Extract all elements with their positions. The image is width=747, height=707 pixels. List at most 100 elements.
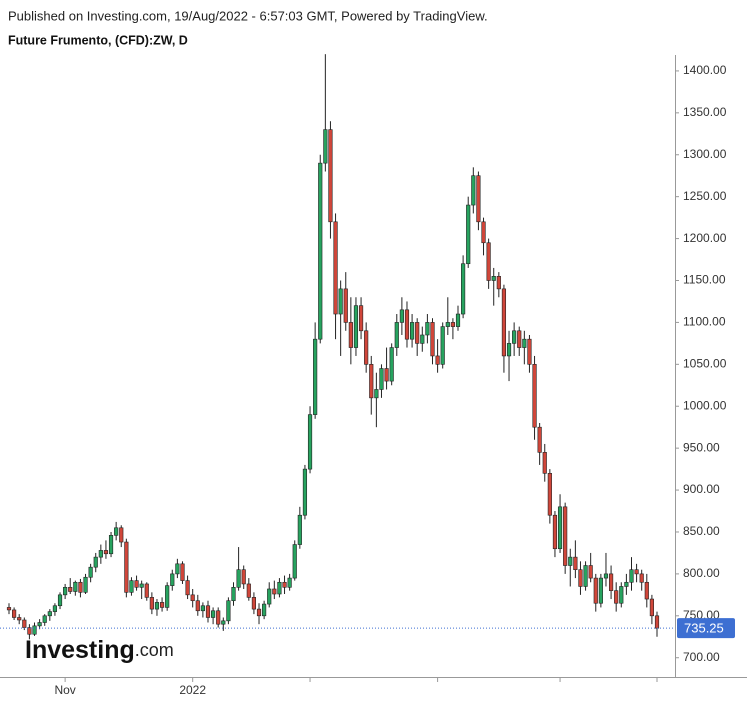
candle-body: [471, 175, 476, 206]
candle-body: [394, 322, 399, 348]
candle-body: [195, 600, 200, 612]
y-tick-label: 1100.00: [683, 315, 726, 329]
candle-body: [42, 615, 47, 623]
candle-body: [644, 581, 649, 600]
candle-body: [318, 162, 323, 340]
candle-body: [624, 581, 629, 587]
candle-body: [6, 607, 12, 611]
candle-body: [185, 580, 190, 596]
candle-body: [165, 585, 170, 608]
y-tick-label: 1150.00: [683, 273, 726, 287]
candle-body: [256, 608, 262, 617]
last-price-box: [677, 618, 735, 639]
candle-body: [190, 594, 195, 602]
candle-body: [440, 326, 445, 365]
candle-body: [73, 581, 78, 592]
candle-body: [129, 580, 134, 593]
candle-body: [547, 472, 552, 516]
candle-body: [119, 527, 124, 543]
y-tick-label: 1350.00: [683, 105, 727, 119]
candle-body: [537, 426, 542, 453]
candle-body: [389, 347, 394, 382]
candle-body: [649, 598, 654, 617]
candle-body: [211, 610, 216, 618]
candle-body: [583, 565, 588, 587]
candle-body: [476, 175, 481, 223]
candle-body: [328, 129, 333, 223]
candle-body: [37, 622, 42, 627]
candle-body: [614, 590, 619, 604]
candle-body: [139, 583, 144, 588]
candle-body: [134, 580, 139, 588]
candle-body: [297, 514, 302, 545]
candle-body: [12, 609, 17, 618]
candle-body: [262, 603, 267, 617]
candle-body: [22, 619, 27, 628]
candle-body: [588, 565, 593, 579]
candle-body: [236, 569, 241, 588]
candle-body: [379, 368, 384, 390]
candle-body: [542, 452, 547, 474]
candle-body: [435, 355, 440, 365]
candle-body: [603, 573, 609, 579]
candle-body: [287, 577, 292, 588]
y-tick-label: 1050.00: [683, 356, 727, 370]
x-tick-label: Nov: [54, 683, 75, 697]
candle-body: [358, 305, 364, 332]
candle-body: [415, 322, 420, 344]
candle-body: [481, 221, 486, 244]
candle-body: [384, 368, 389, 382]
candle-body: [532, 364, 537, 428]
candle-body: [654, 615, 660, 629]
candle-body: [445, 322, 450, 327]
candle-body: [399, 309, 404, 323]
candle-body: [231, 587, 236, 602]
candle-body: [369, 364, 374, 399]
candle-body: [68, 587, 73, 592]
candle-body: [343, 288, 348, 323]
candle-body: [32, 625, 37, 635]
watermark: Investing.com: [25, 636, 174, 664]
candle-body: [598, 577, 603, 604]
candle-body: [272, 588, 277, 595]
y-tick-label: 1400.00: [683, 63, 727, 77]
candle-body: [78, 581, 83, 593]
y-tick-label: 800.00: [683, 566, 720, 580]
candle-body: [63, 587, 68, 596]
candle-body: [619, 586, 624, 604]
candle-body: [27, 627, 32, 635]
y-tick-label: 1200.00: [683, 231, 727, 245]
candle-body: [17, 617, 22, 621]
candle-body: [313, 338, 318, 415]
y-tick-label: 1000.00: [683, 398, 727, 412]
candle-body: [108, 535, 114, 555]
candle-body: [573, 556, 578, 571]
candle-body: [200, 605, 205, 612]
candle-body: [205, 605, 211, 618]
candle-body: [634, 569, 639, 575]
candle-body: [512, 330, 517, 344]
candle-body: [93, 556, 98, 568]
candle-body: [307, 414, 313, 470]
candle-body: [124, 541, 129, 593]
x-tick-label: 2022: [179, 683, 206, 697]
candle-body: [103, 550, 109, 555]
candle-body: [154, 602, 160, 610]
candle-body: [333, 221, 338, 315]
y-tick-label: 900.00: [683, 482, 720, 496]
candle-body: [639, 573, 644, 583]
candle-body: [578, 569, 583, 587]
candle-body: [486, 242, 491, 281]
candle-body: [267, 588, 272, 605]
candle-body: [466, 204, 471, 265]
candle-body: [114, 527, 119, 536]
candle-body: [425, 322, 430, 336]
candle-body: [52, 605, 58, 612]
candle-body: [527, 338, 532, 365]
candle-body: [461, 263, 466, 315]
candle-body: [568, 556, 573, 566]
candle-body: [563, 506, 568, 566]
candle-body: [410, 322, 415, 340]
